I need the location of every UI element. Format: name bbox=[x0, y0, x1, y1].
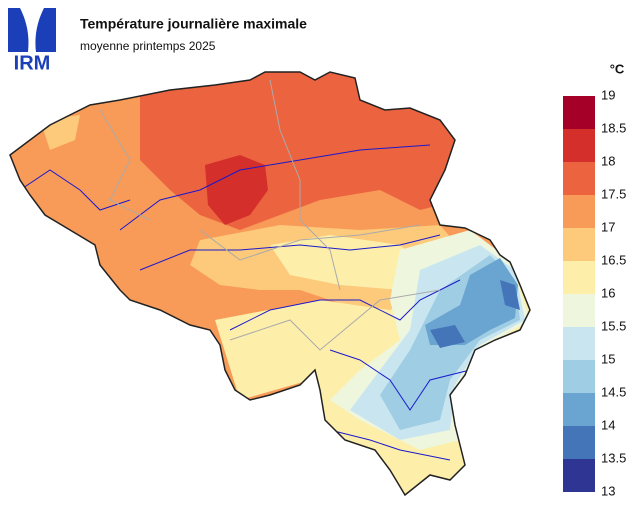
legend-swatch bbox=[563, 294, 595, 327]
logo: IRM bbox=[8, 8, 56, 74]
legend-swatch bbox=[563, 228, 595, 261]
legend-swatch bbox=[563, 162, 595, 195]
legend-tick-label: 15.5 bbox=[601, 318, 626, 333]
legend-tick-label: 14 bbox=[601, 417, 615, 432]
legend-tick-label: 18.5 bbox=[601, 120, 626, 135]
cool-zone bbox=[270, 235, 430, 290]
legend-swatch bbox=[563, 459, 595, 492]
logo-shape bbox=[8, 8, 56, 52]
legend-tick-label: 13 bbox=[601, 483, 615, 498]
legend-tick-label: 15 bbox=[601, 351, 615, 366]
legend-tick-label: 17.5 bbox=[601, 186, 626, 201]
legend-tick-label: 14.5 bbox=[601, 384, 626, 399]
legend-tick-label: 19 bbox=[601, 87, 615, 102]
legend-tick-label: 16.5 bbox=[601, 252, 626, 267]
title: Température journalière maximale bbox=[80, 16, 307, 32]
legend-swatch bbox=[563, 327, 595, 360]
borders bbox=[99, 79, 441, 351]
cold-zone bbox=[425, 258, 518, 345]
legend-swatch bbox=[563, 129, 595, 162]
logo-text: IRM bbox=[14, 52, 51, 74]
legend-tick-label: 13.5 bbox=[601, 450, 626, 465]
legend-tick-label: 17 bbox=[601, 219, 615, 234]
legend-swatch bbox=[563, 426, 595, 459]
hot-zone bbox=[205, 155, 268, 225]
legend-swatch bbox=[563, 261, 595, 294]
map bbox=[10, 72, 530, 495]
legend-tick-label: 16 bbox=[601, 285, 615, 300]
legend-swatch bbox=[563, 96, 595, 129]
legend-tick-label: 18 bbox=[601, 153, 615, 168]
legend-swatch bbox=[563, 393, 595, 426]
coldest-zone bbox=[430, 280, 520, 348]
legend: 19 18.5 18 17.5 17 16.5 16 15.5 15 14.5 14 13.5 13 bbox=[563, 87, 626, 498]
subtitle: moyenne printemps 2025 bbox=[80, 39, 216, 53]
legend-unit: °C bbox=[610, 61, 625, 76]
legend-swatch bbox=[563, 195, 595, 228]
rivers bbox=[19, 144, 471, 461]
legend-swatch bbox=[563, 360, 595, 393]
